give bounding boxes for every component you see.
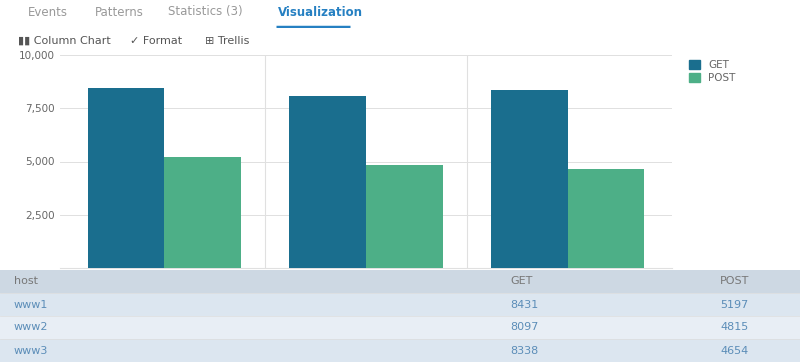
Bar (0, 316, 800, 339)
X-axis label: host: host (354, 291, 378, 304)
Text: 4815: 4815 (720, 323, 748, 333)
Bar (0, 339, 800, 362)
Text: www1: www1 (14, 299, 48, 310)
Text: Visualization: Visualization (278, 5, 363, 18)
Text: ✓ Format: ✓ Format (130, 36, 182, 46)
Text: 8097: 8097 (510, 323, 538, 333)
Text: 5197: 5197 (720, 299, 748, 310)
Bar (290, 96, 366, 268)
Bar (165, 157, 241, 268)
Text: Patterns: Patterns (95, 5, 144, 18)
Text: 4654: 4654 (720, 345, 748, 355)
Legend: GET, POST: GET, POST (690, 60, 735, 83)
Text: 8338: 8338 (510, 345, 538, 355)
Bar (0, 270, 800, 293)
Bar (567, 169, 644, 268)
Text: host: host (14, 277, 38, 286)
Bar (366, 165, 442, 268)
Text: Events: Events (28, 5, 68, 18)
Text: GET: GET (510, 277, 532, 286)
Text: ▮▮ Column Chart: ▮▮ Column Chart (18, 36, 110, 46)
Text: POST: POST (720, 277, 750, 286)
Text: Statistics (3): Statistics (3) (168, 5, 242, 18)
Bar (491, 90, 567, 268)
Text: www3: www3 (14, 345, 48, 355)
Text: 8431: 8431 (510, 299, 538, 310)
Text: ⊞ Trellis: ⊞ Trellis (205, 36, 250, 46)
Bar (0, 293, 800, 316)
Bar (88, 88, 165, 268)
Text: www2: www2 (14, 323, 49, 333)
